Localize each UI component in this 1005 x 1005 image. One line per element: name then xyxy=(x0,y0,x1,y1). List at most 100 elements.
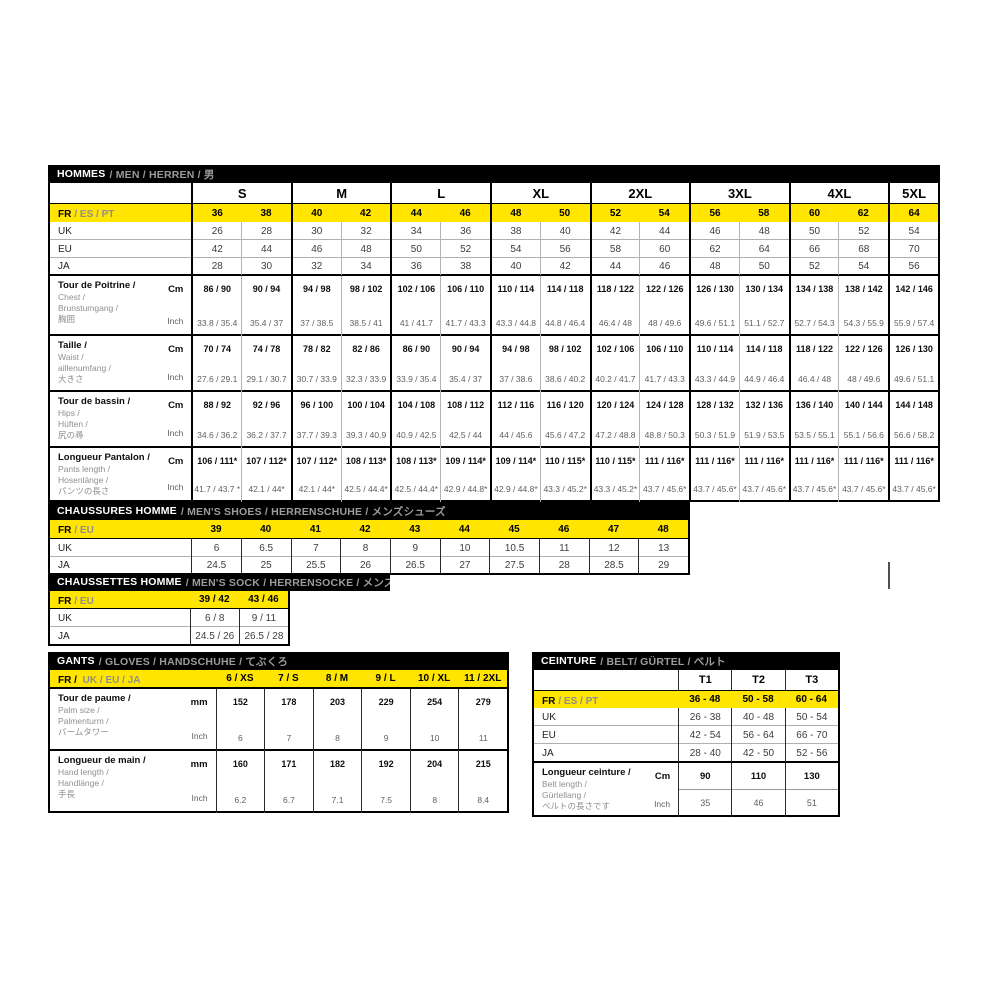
conversion-cell: 40 - 48 xyxy=(731,708,784,726)
measure-value-cell: 102 / 106 41 / 41.7 xyxy=(390,276,440,336)
conversion-cell: 42 xyxy=(589,222,640,240)
conversion-cell: 10 xyxy=(439,539,490,557)
belt-length-inch: 46 xyxy=(753,798,764,808)
belt-table: CEINTURE / BELT/ GÜRTEL / ベルト T1 T2 T3 FR / E… xyxy=(532,652,840,817)
measure-value-top: 110 / 115* xyxy=(545,456,586,466)
conversion-row-label: JA xyxy=(542,747,554,759)
fr-size-cell: 50 - 58 xyxy=(731,691,785,708)
measure-value-top: 204 xyxy=(427,759,443,769)
conversion-cell: 34 xyxy=(390,222,440,240)
fr-size-cell: 48 xyxy=(638,520,689,538)
table-title-translations: / MEN'S SOCK / HERRENSOCKE / メンズソックス xyxy=(185,576,390,589)
fr-size-cell: 58 xyxy=(738,204,789,222)
measure-label-translation: Hand length / xyxy=(58,766,109,777)
conversion-cell: 56 xyxy=(539,240,590,258)
conversion-cell: 46 xyxy=(689,222,739,240)
conversion-cell: 7 xyxy=(290,539,341,557)
fr-size-cell: 48 xyxy=(490,204,540,222)
fr-size-cell: 50 xyxy=(539,204,590,222)
measure-value-bottom: 49.6 / 51.1 xyxy=(894,374,935,384)
size-group-header: 4XL xyxy=(788,183,889,203)
measure-value-bottom: 46.4 / 48 xyxy=(598,318,632,328)
conversion-cell: 54 xyxy=(490,240,540,258)
measure-value-top: 108 / 113* xyxy=(396,456,437,466)
measure-value-top: 182 xyxy=(330,759,346,769)
measure-value-top: 138 / 142 xyxy=(845,284,883,294)
measure-value-bottom: 40.9 / 42.5 xyxy=(396,430,437,440)
conversion-cell: 26 xyxy=(340,557,390,574)
mens-shoes-table: CHAUSSURES HOMME / MEN'S SHOES / HERRENSC… xyxy=(48,502,690,575)
measure-value-top: 98 / 102 xyxy=(349,284,383,294)
measure-value-bottom: 43.7 / 45.6* xyxy=(642,484,687,494)
measure-value-bottom: 36.2 / 37.7 xyxy=(246,430,287,440)
measure-value-cell: 108 / 113* 42.5 / 44.4* xyxy=(340,448,391,502)
measure-value-cell: 132 / 136 51.9 / 53.5 xyxy=(738,392,789,448)
conversion-cell: 54 xyxy=(888,222,938,240)
measure-label-translation: Hips / xyxy=(58,407,80,418)
measure-value-top: 130 / 134 xyxy=(745,284,784,294)
measure-value-bottom: 43.7 / 45.6* xyxy=(842,484,886,494)
socks-title-bar: CHAUSSETTES HOMME / MEN'S SOCK / HERRENSO… xyxy=(48,573,390,591)
conversion-cell: 28 xyxy=(241,222,291,240)
fr-row-label-cell: FR / EU xyxy=(50,520,192,538)
measure-value-top: 152 xyxy=(232,697,248,707)
conversion-cell: 68 xyxy=(838,240,888,258)
t-size-header: T2 xyxy=(731,670,784,690)
measure-value-cell: 92 / 96 36.2 / 37.7 xyxy=(241,392,291,448)
mens-socks-table: CHAUSSETTES HOMME / MEN'S SOCK / HERRENSO… xyxy=(48,573,390,646)
fr-label-primary: FR / xyxy=(58,674,77,686)
measure-value-cell: 98 / 102 38.5 / 41 xyxy=(340,276,391,336)
measure-value-top: 140 / 144 xyxy=(845,400,883,410)
measure-value-cell: 107 / 112* 42.1 / 44* xyxy=(241,448,291,502)
t-size-header: T1 xyxy=(678,670,731,690)
fr-label-translations: UK / EU / JA xyxy=(79,674,141,686)
measure-value-bottom: 8.4 xyxy=(477,795,490,805)
measure-value-top: 171 xyxy=(281,759,297,769)
measure-label-fr: Tour de Poitrine / xyxy=(58,280,136,291)
measure-label-translation: Chest / xyxy=(58,291,85,302)
fr-row-label-cell: FR / UK / EU / JA xyxy=(50,670,216,687)
conversion-cell: 6 / 8 xyxy=(189,609,239,627)
measure-value-top: 110 / 114 xyxy=(696,344,734,354)
conversion-cell: 44 xyxy=(639,222,689,240)
conversion-cell: 9 / 11 xyxy=(238,609,288,627)
measure-value-top: 78 / 82 xyxy=(303,344,331,354)
measure-value-bottom: 43.3 / 45.2* xyxy=(593,484,638,494)
fr-size-cell: 7 / S xyxy=(264,670,313,687)
measure-value-bottom: 51.1 / 52.7 xyxy=(744,318,785,328)
table-title-translations: / MEN'S SHOES / HERRENSCHUHE / メンズシューズ xyxy=(180,505,446,518)
fr-size-cell: 54 xyxy=(639,204,690,222)
measure-value-cell: 106 / 110 41.7 / 43.3 xyxy=(440,276,490,336)
gloves-title-bar: GANTS / GLOVES / HANDSCHUHE / てぶくろ xyxy=(48,652,509,670)
measure-value-cell: 111 / 116* 43.7 / 45.6* xyxy=(639,448,689,502)
measure-value-bottom: 48 / 49.6 xyxy=(648,318,682,328)
measure-label-translation: Belt length / xyxy=(542,778,587,789)
measure-value-bottom: 33.9 / 35.4 xyxy=(396,374,437,384)
unit-label-top: Cm xyxy=(168,344,184,355)
table-title-translations: / MEN / HERREN / 男 xyxy=(109,168,215,181)
measure-value-top: 118 / 122 xyxy=(796,344,834,354)
fr-size-cell: 60 - 64 xyxy=(784,691,838,708)
unit-label-bottom: Inch xyxy=(654,799,671,809)
fr-size-cell: 46 xyxy=(440,204,491,222)
measure-label-fr: Taille / xyxy=(58,340,87,351)
conversion-cell: 36 xyxy=(440,222,490,240)
belt-length-column: 130 51 xyxy=(784,763,838,817)
conversion-cell: 26 xyxy=(191,222,241,240)
conversion-cell: 10.5 xyxy=(489,539,539,557)
belt-length-cm: 90 xyxy=(679,763,732,790)
size-group-header: 5XL xyxy=(888,183,938,203)
measure-value-bottom: 54.3 / 55.9 xyxy=(843,318,884,328)
measure-value-top: 108 / 112 xyxy=(447,400,485,410)
measure-value-top: 111 / 116* xyxy=(844,456,884,466)
conversion-cell: 40 xyxy=(490,258,540,275)
conversion-cell: 36 xyxy=(390,258,440,275)
measure-value-bottom: 41 / 41.7 xyxy=(399,318,433,328)
measure-value-bottom: 53.5 / 55.1 xyxy=(794,430,835,440)
measure-value-cell: 102 / 106 40.2 / 41.7 xyxy=(589,336,640,392)
measure-value-top: 254 xyxy=(427,697,443,707)
measure-value-cell: 88 / 92 34.6 / 36.2 xyxy=(191,392,241,448)
conversion-cell: 60 xyxy=(639,240,689,258)
measure-value-bottom: 27.6 / 29.1 xyxy=(197,374,238,384)
measure-label-translation: Brunstumgang / xyxy=(58,302,119,313)
